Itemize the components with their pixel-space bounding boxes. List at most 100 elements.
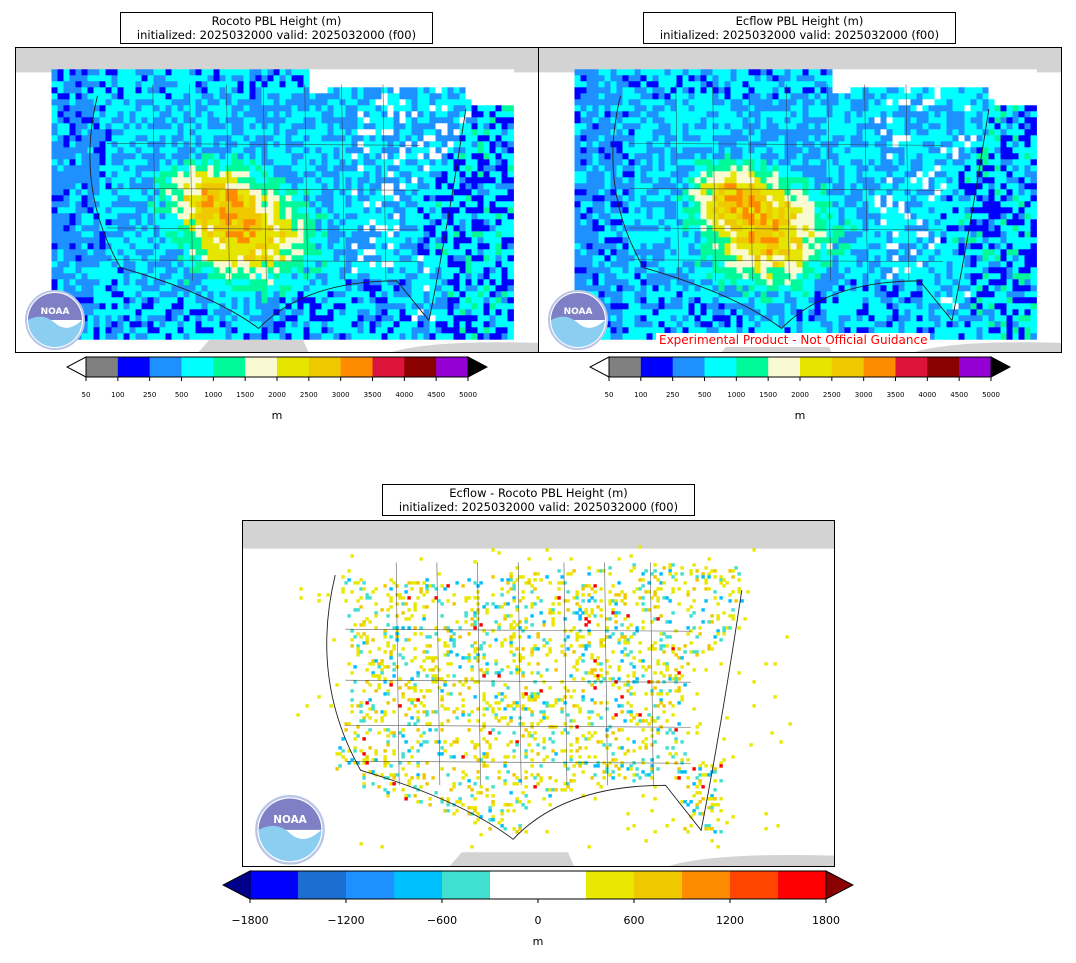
colorbar-swatch: [672, 357, 705, 377]
colorbar-tick-label: 3500: [363, 391, 382, 399]
colorbar-tick-label: 1200: [716, 914, 744, 927]
colorbar-swatch: [959, 357, 992, 377]
colorbar-over-arrow: [990, 356, 1012, 378]
colorbar-swatch: [768, 357, 801, 377]
colorbar-under-arrow: [588, 356, 610, 378]
colorbar-swatch: [634, 871, 683, 899]
colorbar-tick-label: 2000: [791, 391, 809, 399]
colorbar-tick-label: 1500: [236, 391, 255, 399]
colorbar-swatch: [736, 357, 769, 377]
colorbar-tick-label: −600: [426, 914, 458, 927]
ecflow-colorbar-unit: m: [794, 409, 806, 422]
colorbar-swatch: [181, 357, 214, 377]
diff-map-field: [243, 521, 834, 866]
colorbar-over-arrow: [825, 870, 855, 900]
colorbar-tick-label: 3500: [886, 391, 905, 399]
colorbar-over-arrow: [467, 356, 489, 378]
diff-title-line1: Ecflow - Rocoto PBL Height (m): [449, 486, 628, 500]
colorbar-swatch: [404, 357, 437, 377]
noaa-logo: NOAA: [25, 290, 85, 350]
colorbar-tick-label: 3000: [331, 391, 350, 399]
colorbar-swatch: [895, 357, 928, 377]
colorbar-swatch: [436, 357, 469, 377]
colorbar-tick-label: −1800: [231, 914, 269, 927]
colorbar-tick-label: 4000: [395, 391, 414, 399]
colorbar-swatch: [372, 357, 405, 377]
colorbar-tick-label: 5000: [459, 391, 477, 399]
colorbar-swatch: [640, 357, 674, 377]
colorbar-tick-label: 4500: [427, 391, 446, 399]
colorbar-swatch: [245, 357, 278, 377]
colorbar-tick-label: 2000: [268, 391, 286, 399]
colorbar-swatch: [863, 357, 896, 377]
colorbar-swatch: [346, 871, 395, 899]
colorbar-swatch: [927, 357, 960, 377]
diff-colorbar-swatches: [221, 870, 855, 903]
noaa-logo: NOAA: [255, 795, 325, 865]
experimental-product-label: Experimental Product - Not Official Guid…: [656, 333, 931, 347]
colorbar-tick-label: 2500: [299, 391, 318, 399]
colorbar-under-arrow: [221, 870, 251, 900]
colorbar-under-arrow: [65, 356, 87, 378]
ecflow-colorbar: 50 100 250 500 1000 1500 2000 2500 3000 3500 4000 4…: [588, 356, 1012, 426]
colorbar-tick-label: −1200: [327, 914, 365, 927]
colorbar-tick-label: 1800: [812, 914, 840, 927]
colorbar-swatch: [609, 357, 642, 377]
rocoto-title-line1: Rocoto PBL Height (m): [211, 14, 342, 28]
colorbar-swatch: [277, 357, 310, 377]
colorbar-tick-label: 250: [142, 391, 157, 399]
diff-colorbar: −1800 −1200 −600 0 600 1200 1800 m: [221, 870, 855, 956]
ecflow-panel-title: Ecflow PBL Height (m) initialized: 20250…: [643, 12, 956, 44]
colorbar-tick-label: 500: [697, 391, 712, 399]
colorbar-swatch: [730, 871, 779, 899]
noaa-logo: NOAA: [548, 290, 608, 350]
colorbar-swatch: [308, 357, 342, 377]
ecflow-map: [538, 47, 1062, 353]
rocoto-colorbar-unit: m: [271, 409, 283, 422]
rocoto-title-line2: initialized: 2025032000 valid: 202503200…: [136, 28, 417, 42]
colorbar-tick-label: 100: [111, 391, 125, 399]
colorbar-swatch: [831, 357, 865, 377]
colorbar-tick-label: 0: [534, 914, 542, 927]
colorbar-tick-label: 3000: [854, 391, 873, 399]
diff-map: [242, 520, 835, 867]
colorbar-tick-label: 50: [604, 391, 614, 399]
rocoto-map-field: [16, 48, 538, 352]
rocoto-panel-title: Rocoto PBL Height (m) initialized: 20250…: [120, 12, 433, 44]
colorbar-swatch: [298, 871, 347, 899]
diff-panel-title: Ecflow - Rocoto PBL Height (m) initializ…: [382, 484, 695, 516]
rocoto-colorbar-swatches: [65, 356, 489, 381]
colorbar-swatch: [490, 871, 539, 899]
colorbar-tick-label: 600: [623, 914, 645, 927]
colorbar-tick-label: 1000: [727, 391, 746, 399]
rocoto-map: [15, 47, 539, 353]
colorbar-tick-label: 4000: [918, 391, 937, 399]
colorbar-tick-label: 1000: [204, 391, 223, 399]
ecflow-title-line2: initialized: 2025032000 valid: 202503200…: [659, 28, 940, 42]
colorbar-swatch: [778, 871, 827, 899]
colorbar-swatch: [538, 871, 587, 899]
colorbar-swatch: [800, 357, 833, 377]
colorbar-swatch: [250, 871, 299, 899]
colorbar-tick-label: 250: [665, 391, 680, 399]
colorbar-swatch: [340, 357, 373, 377]
colorbar-swatch: [86, 357, 119, 377]
colorbar-swatch: [213, 357, 246, 377]
colorbar-swatch: [149, 357, 182, 377]
ecflow-title-line1: Ecflow PBL Height (m): [735, 14, 864, 28]
colorbar-tick-label: 100: [634, 391, 648, 399]
colorbar-swatch: [586, 871, 635, 899]
colorbar-tick-label: 1500: [759, 391, 778, 399]
colorbar-swatch: [704, 357, 737, 377]
colorbar-swatch: [394, 871, 443, 899]
colorbar-tick-label: 5000: [982, 391, 1000, 399]
diff-colorbar-unit: m: [532, 935, 544, 948]
diff-title-line2: initialized: 2025032000 valid: 202503200…: [398, 500, 679, 514]
colorbar-swatch: [117, 357, 151, 377]
colorbar-tick-label: 4500: [950, 391, 969, 399]
ecflow-colorbar-swatches: [588, 356, 1012, 381]
colorbar-tick-label: 2500: [822, 391, 841, 399]
rocoto-colorbar: 50 100 250 500 1000 1500 2000 2500 3000 3500 4000 4…: [65, 356, 489, 426]
colorbar-swatch: [682, 871, 731, 899]
colorbar-tick-label: 500: [174, 391, 189, 399]
